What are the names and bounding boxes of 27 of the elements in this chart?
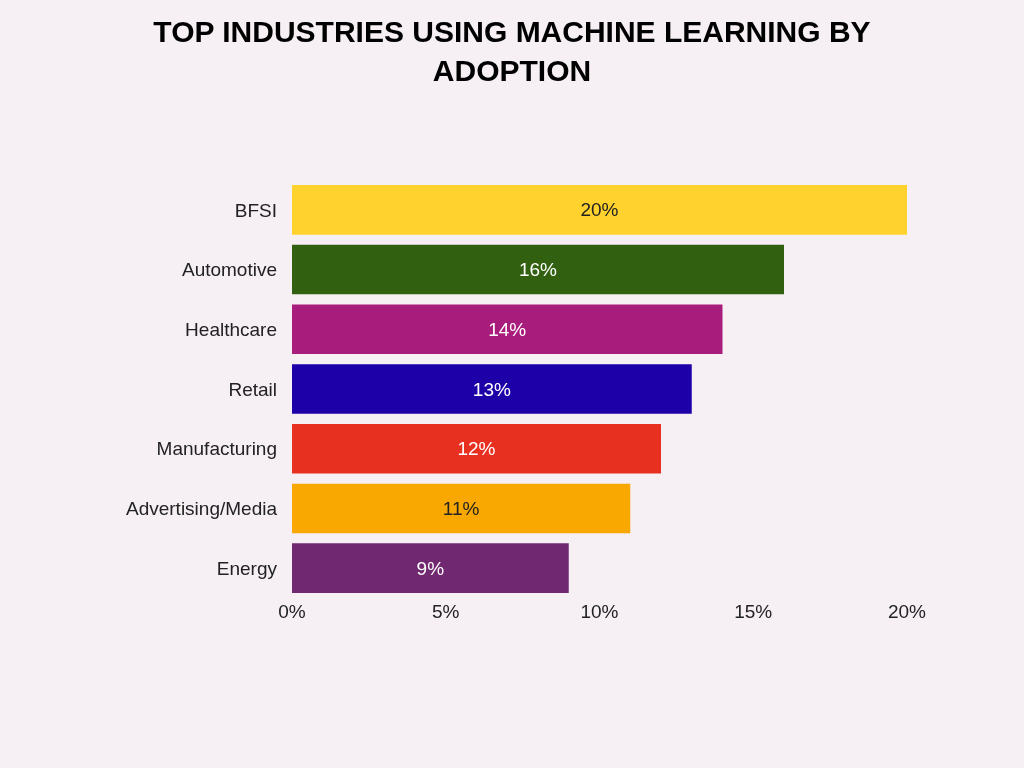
x-tick-label: 0% xyxy=(278,601,306,622)
bar xyxy=(292,364,692,414)
bar xyxy=(292,483,631,534)
bar xyxy=(292,543,569,593)
data-label: 9% xyxy=(416,557,445,579)
x-tick-label: 10% xyxy=(580,601,619,622)
data-label: 13% xyxy=(472,378,511,400)
y-tick-label: Healthcare xyxy=(185,318,277,340)
y-tick-label: Manufacturing xyxy=(156,438,277,460)
bar xyxy=(292,304,723,355)
y-tick-label: BFSI xyxy=(234,199,277,221)
x-tick-label: 5% xyxy=(432,601,460,622)
data-label: 20% xyxy=(580,199,619,221)
data-label: 11% xyxy=(442,497,480,519)
x-tick-label: 20% xyxy=(887,601,927,622)
y-tick-label: Advertising/Media xyxy=(125,498,278,520)
data-label: 12% xyxy=(457,438,496,460)
data-label: 14% xyxy=(488,318,527,340)
y-tick-label: Retail xyxy=(228,378,277,400)
bar xyxy=(292,244,784,295)
y-tick-label: Automotive xyxy=(181,259,277,281)
bar xyxy=(292,423,661,474)
y-tick-label: Energy xyxy=(216,557,278,579)
x-tick-label: 15% xyxy=(734,601,773,622)
bar xyxy=(292,185,907,235)
chart-title: TOP INDUSTRIES USING MACHINE LEARNING BY ADOPTION xyxy=(153,15,871,88)
data-label: 16% xyxy=(518,259,558,281)
